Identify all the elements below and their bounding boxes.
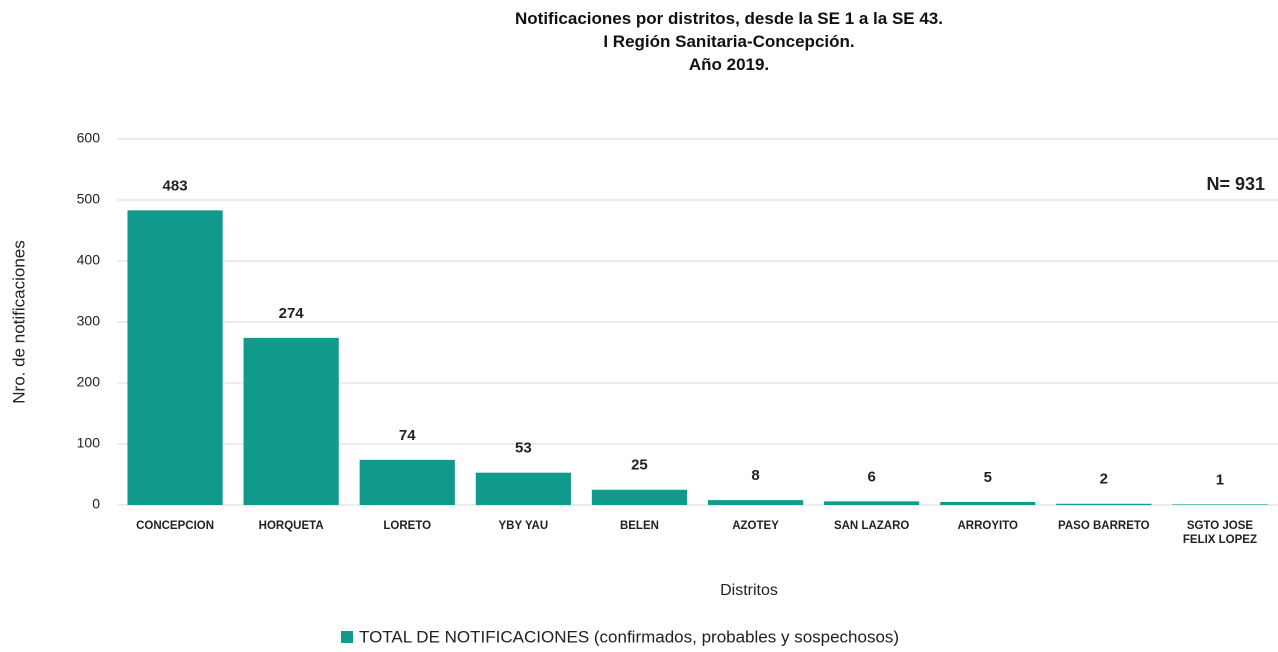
value-label: 483 xyxy=(163,177,188,194)
annotation: N= 931 xyxy=(1206,174,1265,194)
chart-title: Notificaciones por distritos, desde la S… xyxy=(515,9,943,74)
value-label: 25 xyxy=(631,457,648,474)
bar xyxy=(707,500,804,505)
y-tick-label: 300 xyxy=(77,313,101,329)
x-tick-label: PASO BARRETO xyxy=(1058,520,1150,532)
bar xyxy=(1056,503,1152,505)
legend-swatch xyxy=(341,631,353,643)
value-label: 53 xyxy=(515,440,532,457)
bar xyxy=(824,501,920,505)
y-tick-label: 600 xyxy=(77,130,101,146)
value-label: 274 xyxy=(279,305,305,322)
bar xyxy=(127,210,223,505)
x-tick-label: SAN LAZARO xyxy=(834,520,909,532)
value-label: 1 xyxy=(1216,471,1224,488)
value-label: 5 xyxy=(984,469,992,486)
legend-label: TOTAL DE NOTIFICACIONES (confirmados, pr… xyxy=(359,627,899,646)
x-tick-label: YBY YAU xyxy=(499,520,549,532)
bar xyxy=(475,472,571,505)
x-tick-label: CONCEPCION xyxy=(136,520,214,532)
y-tick-label: 400 xyxy=(77,252,101,268)
value-label: 6 xyxy=(867,468,875,485)
bar xyxy=(591,489,688,505)
x-tick-label: HORQUETA xyxy=(259,520,324,532)
y-tick-label: 200 xyxy=(77,374,101,390)
x-tick-label: BELEN xyxy=(620,520,659,532)
x-tick-label: ARROYITO xyxy=(958,520,1019,532)
bar xyxy=(1172,504,1268,505)
y-tick-label: 0 xyxy=(92,496,100,512)
y-tick-label: 100 xyxy=(77,435,101,451)
x-tick-label: LORETO xyxy=(383,520,431,532)
x-tick-label: SGTO JOSE FELIX LOPEZ xyxy=(1183,520,1257,546)
value-label: 8 xyxy=(751,467,759,484)
value-label: 74 xyxy=(399,427,416,444)
x-tick-label: AZOTEY xyxy=(732,520,779,532)
y-tick-label: 500 xyxy=(77,191,101,207)
x-axis-label: Distritos xyxy=(720,582,778,599)
bar xyxy=(940,501,1036,505)
y-axis-label: Nro. de notificaciones xyxy=(9,240,28,403)
value-label: 2 xyxy=(1100,471,1108,488)
bar xyxy=(359,459,455,505)
bar xyxy=(243,337,339,505)
